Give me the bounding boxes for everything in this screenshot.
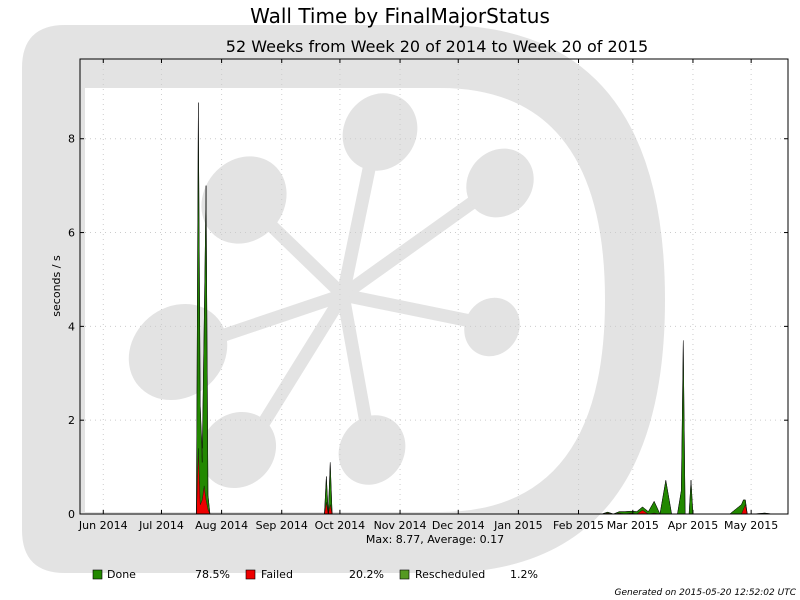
- generated-timestamp: Generated on 2015-05-20 12:52:02 UTC: [615, 588, 797, 598]
- series-area-rescheduled: [196, 102, 788, 515]
- y-tick-label: 0: [68, 508, 75, 521]
- legend-percent-rescheduled: 1.2%: [510, 568, 538, 581]
- y-tick-label: 2: [68, 414, 75, 427]
- y-axis-label: seconds / s: [50, 255, 63, 317]
- x-tick-label: Nov 2014: [374, 519, 427, 532]
- legend-swatch-failed: [245, 569, 256, 580]
- legend-label-failed: Failed: [261, 568, 293, 581]
- y-tick-label: 6: [68, 227, 75, 240]
- legend-percent-failed: 20.2%: [349, 568, 384, 581]
- x-tick-label: Feb 2015: [553, 519, 604, 532]
- x-tick-label: Apr 2015: [668, 519, 719, 532]
- series-area-failed: [196, 448, 788, 515]
- x-tick-label: Dec 2014: [432, 519, 485, 532]
- legend: Done 78.5% Failed 20.2% Rescheduled 1.2%: [92, 568, 538, 581]
- x-tick-label: Jan 2015: [493, 519, 542, 532]
- legend-swatch-done: [92, 569, 103, 580]
- legend-percent-done: 78.5%: [195, 568, 230, 581]
- x-tick-label: Jul 2014: [138, 519, 184, 532]
- y-tick-label: 4: [68, 320, 75, 333]
- x-axis: Jun 2014 Jul 2014 Aug 2014 Sep 2014 Oct 2014…: [78, 59, 778, 532]
- legend-swatch-rescheduled: [399, 569, 410, 580]
- plot-frame: [79, 58, 789, 515]
- y-axis: 0 2 4 6 8: [68, 133, 788, 521]
- y-tick-label: 8: [68, 133, 75, 146]
- stats-text: Max: 8.77, Average: 0.17: [366, 533, 504, 546]
- x-tick-label: Jun 2014: [78, 519, 128, 532]
- x-tick-label: Oct 2014: [315, 519, 366, 532]
- x-tick-label: Aug 2014: [195, 519, 248, 532]
- legend-label-rescheduled: Rescheduled: [415, 568, 485, 581]
- chart-title: Wall Time by FinalMajorStatus: [250, 4, 550, 28]
- x-tick-label: Sep 2014: [256, 519, 308, 532]
- watermark-logo-icon: [22, 25, 665, 573]
- chart-subtitle: 52 Weeks from Week 20 of 2014 to Week 20…: [226, 37, 648, 56]
- x-tick-label: Mar 2015: [607, 519, 659, 532]
- x-tick-label: May 2015: [724, 519, 778, 532]
- legend-label-done: Done: [107, 568, 136, 581]
